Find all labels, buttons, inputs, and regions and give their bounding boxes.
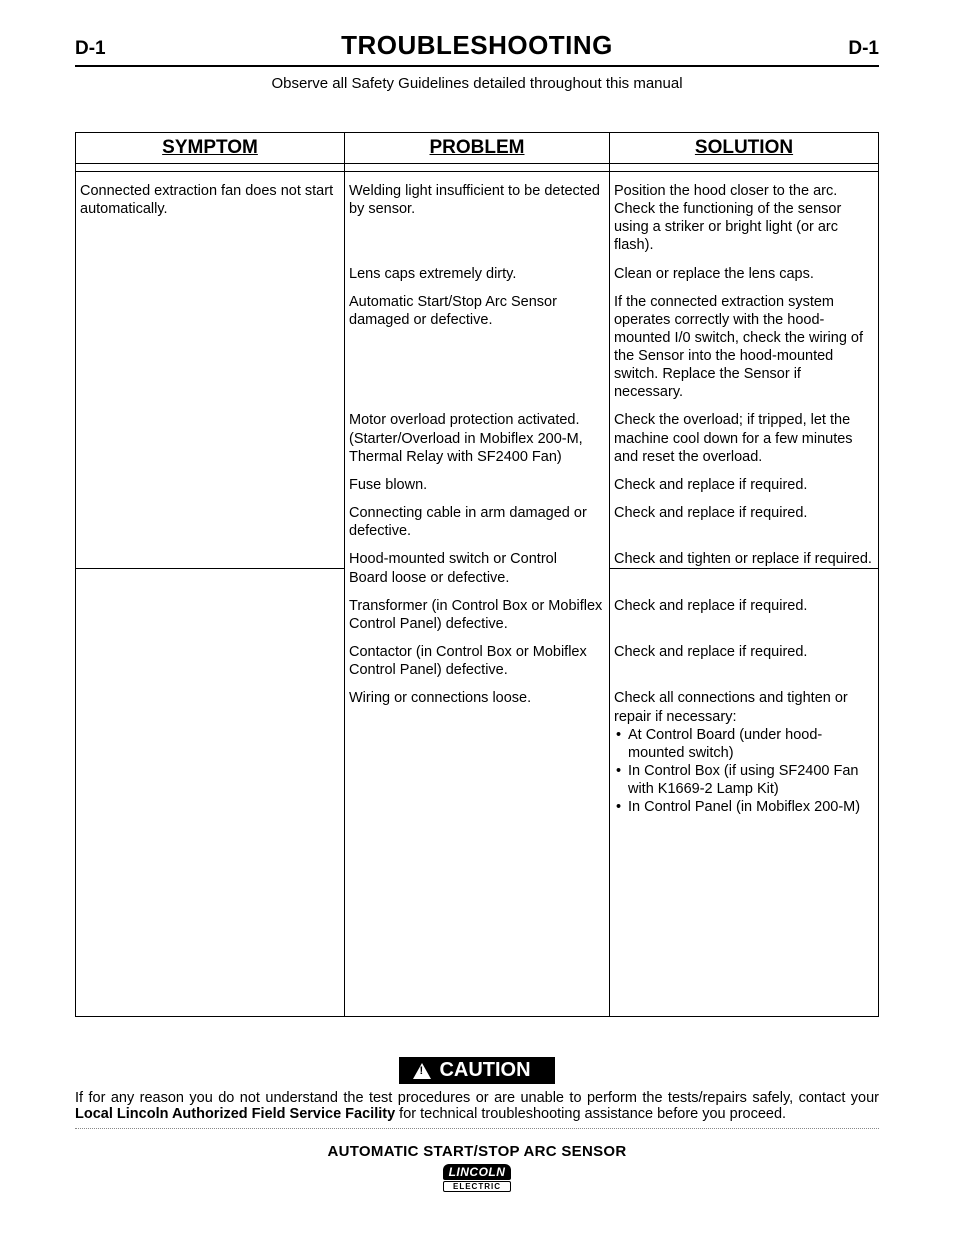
solution-cell: Clean or replace the lens caps. [609, 255, 878, 283]
caution-label: CAUTION [439, 1059, 530, 1082]
symptom-cell [76, 401, 345, 465]
lincoln-logo: LINCOLN ELECTRIC [443, 1164, 512, 1192]
col-problem: PROBLEM [345, 133, 610, 164]
problem-cell: Hood-mounted switch or Control [345, 540, 610, 568]
problem-cell: Welding light insufficient to be detecte… [345, 172, 610, 255]
solution-cell: Check and replace if required. [609, 587, 878, 633]
col-solution: SOLUTION [609, 133, 878, 164]
solution-cell: Check the overload; if tripped, let the … [609, 401, 878, 465]
troubleshooting-table: SYMPTOM PROBLEM SOLUTION Connected extra… [75, 132, 879, 1017]
symptom-cell [76, 255, 345, 283]
problem-cell: Automatic Start/Stop Arc Sensor damaged … [345, 283, 610, 402]
caution-bar: CAUTION [399, 1057, 554, 1084]
solution-cell: Check and replace if required. [609, 494, 878, 540]
page-header: D-1 TROUBLESHOOTING D-1 [75, 30, 879, 67]
symptom-cell [76, 466, 345, 494]
page-title: TROUBLESHOOTING [341, 30, 613, 61]
symptom-cell [76, 494, 345, 540]
warning-icon [413, 1063, 431, 1079]
problem-cell: Wiring or connections loose. [345, 679, 610, 1016]
col-symptom: SYMPTOM [76, 133, 345, 164]
problem-cell: Fuse blown. [345, 466, 610, 494]
symptom-cell [76, 633, 345, 679]
page-number-right: D-1 [848, 38, 879, 60]
symptom-cell [76, 587, 345, 633]
solution-cell: Check and replace if required. [609, 633, 878, 679]
problem-cell: Lens caps extremely dirty. [345, 255, 610, 283]
symptom-cell [76, 540, 345, 568]
problem-cell: Motor overload protection activated. (St… [345, 401, 610, 465]
solution-cell: Check and replace if required. [609, 466, 878, 494]
caution-text: If for any reason you do not understand … [75, 1090, 879, 1129]
problem-cell: Connecting cable in arm damaged or defec… [345, 494, 610, 540]
problem-cell: Transformer (in Control Box or Mobiflex … [345, 587, 610, 633]
solution-cell: If the connected extraction system opera… [609, 283, 878, 402]
page-footer: AUTOMATIC START/STOP ARC SENSOR LINCOLN … [75, 1143, 879, 1194]
solution-cell: Check and tighten or replace if required… [609, 540, 878, 568]
solution-cell: Position the hood closer to the arc. Che… [609, 172, 878, 255]
page-number-left: D-1 [75, 38, 106, 60]
problem-cell: Contactor (in Control Box or Mobiflex Co… [345, 633, 610, 679]
symptom-cell [76, 283, 345, 402]
problem-cell: Board loose or defective. [345, 569, 610, 587]
safety-subhead: Observe all Safety Guidelines detailed t… [75, 75, 879, 92]
solution-cell: Check all connections and tighten or rep… [609, 679, 878, 1016]
footer-title: AUTOMATIC START/STOP ARC SENSOR [75, 1143, 879, 1160]
symptom-cell: Connected extraction fan does not start … [76, 172, 345, 255]
caution-section: CAUTION If for any reason you do not und… [75, 1057, 879, 1129]
symptom-cell [76, 679, 345, 1016]
